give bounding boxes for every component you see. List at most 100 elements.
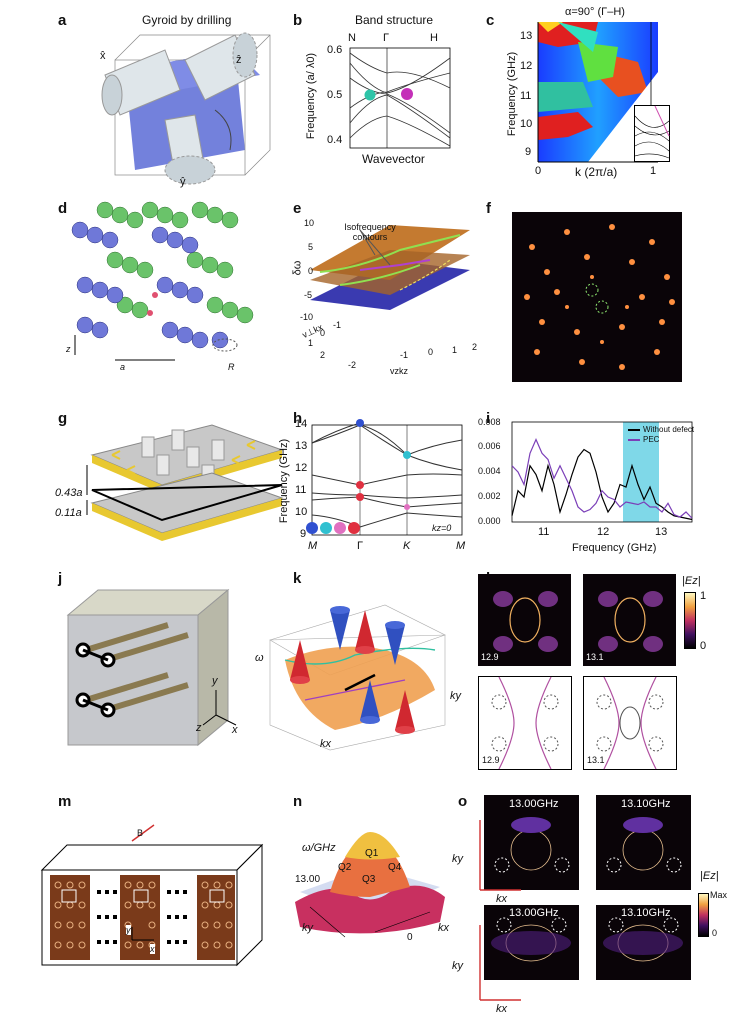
panel-b-ytick-0: 0.6 <box>327 44 343 56</box>
shaded-band <box>623 422 659 522</box>
panel-k-x2label: ky <box>450 690 461 702</box>
panel-label-h: h <box>293 410 303 427</box>
panel-l-frame-label-4: 13.1 <box>587 755 605 765</box>
panel-d-axis-a: a <box>120 362 126 372</box>
panel-e-x1tick-0: 2 <box>320 350 326 360</box>
panel-c-xtick-1: 1 <box>650 165 657 177</box>
panel-n-level: 13.00 <box>295 874 321 885</box>
panel-b-ylabel: Frequency (a/ λ0) <box>305 52 318 140</box>
panel-b-xlabel: Wavevector <box>362 152 425 166</box>
panel-e-ytick-1: 5 <box>308 242 314 252</box>
panel-e-x2tick-0: -1 <box>400 350 409 360</box>
panel-l-cb-max: 1 <box>700 590 707 602</box>
panel-h-ylabel: Frequency (GHz) <box>278 438 291 524</box>
panel-e-x2label: vzkz <box>390 366 408 376</box>
panel-e-ylabel: δω <box>291 260 304 276</box>
panel-e-x2tick-1: 0 <box>428 347 434 357</box>
panel-l-colorbar <box>684 592 696 649</box>
panel-d-helices <box>71 201 254 361</box>
panel-label-n: n <box>293 793 303 810</box>
panel-label-k: k <box>293 570 302 587</box>
panel-o-colorbar-title: |Ez| <box>700 870 719 882</box>
panel-m-vec-x: x <box>150 944 155 954</box>
panel-j-axis-y: y <box>212 675 218 687</box>
panel-c-ytick-1: 12 <box>520 60 533 72</box>
panel-o-kx-2: kx <box>496 1003 507 1015</box>
panel-m-box <box>40 824 264 967</box>
panel-h-ytick-3: 11 <box>295 484 307 496</box>
panel-o-ky-1: ky <box>452 853 463 865</box>
panel-e-x1tick-4: -2 <box>348 360 357 370</box>
panel-n-zero: 0 <box>407 932 413 943</box>
panel-o-field-2: 13.10GHz <box>596 795 691 890</box>
panel-i-ytick-3: 0.002 <box>478 491 501 501</box>
panel-e-x1tick-2: 0 <box>320 328 326 338</box>
legend-swatch-without-defect <box>628 429 640 431</box>
panel-label-j: j <box>58 570 63 587</box>
panel-o-field-4: 13.10GHz <box>596 905 691 980</box>
panel-h-xtick-M1: M <box>308 540 318 552</box>
panel-label-f: f <box>486 200 491 217</box>
panel-n-surface <box>295 832 445 938</box>
panel-h-ytick-0: 14 <box>295 418 308 430</box>
panel-o-cb-min: 0 <box>712 928 718 938</box>
panel-n-q3: Q3 <box>362 874 376 885</box>
panel-e-ytick-0: 10 <box>304 218 315 228</box>
panel-i-chart <box>511 421 693 523</box>
legend-label-pec: PEC <box>643 435 660 444</box>
panel-l-field-1: 12.9 <box>478 574 571 666</box>
panel-n-kx: kx <box>438 922 449 934</box>
panel-i-xtick-0: 11 <box>538 526 550 538</box>
series-line-without-defect <box>511 448 693 521</box>
panel-g-dim2: 0.11a <box>55 507 82 519</box>
panel-n-ky: ky <box>302 922 313 934</box>
panel-label-a: a <box>58 12 67 29</box>
panel-o-kx-1: kx <box>496 893 507 905</box>
panel-a-gyroid <box>101 32 271 185</box>
panel-e-surface <box>310 225 470 310</box>
panel-c-inset <box>634 105 670 162</box>
panel-e-ytick-4: -10 <box>300 312 314 322</box>
panel-e-ytick-3: -5 <box>304 290 313 300</box>
panel-l-contour-2: 13.1 <box>583 676 677 770</box>
panel-b-title: Band structure <box>355 13 434 27</box>
panel-j-axis-z: z <box>196 722 202 734</box>
panel-label-m: m <box>58 793 72 810</box>
panel-b-xtick-N: N <box>348 32 356 44</box>
panel-d-axis-z: z <box>66 344 71 354</box>
panel-g-structure <box>86 424 284 541</box>
panel-b-ytick-2: 0.4 <box>327 134 343 146</box>
panel-b-xtick-Gamma: Γ <box>383 32 390 44</box>
panel-c-xtick-0: 0 <box>535 165 542 177</box>
legend-swatch-pec <box>628 439 640 441</box>
panel-e-ytick-2: 0 <box>308 266 314 276</box>
panel-i-xtick-1: 12 <box>597 526 610 538</box>
panel-h-ytick-4: 10 <box>295 506 308 518</box>
panel-o-cb-max: Max <box>710 890 728 900</box>
panel-i-ytick-2: 0.004 <box>478 466 501 476</box>
panel-e-x2tick-3: 2 <box>472 342 478 352</box>
panel-i-ytick-0: 0.008 <box>478 417 501 427</box>
panel-o-ky-2: ky <box>452 960 463 972</box>
panel-f-diffraction <box>512 212 682 382</box>
panel-m-vec-y: y <box>126 925 131 935</box>
panel-n-ylabel: ω/GHz <box>302 842 336 854</box>
panel-e-x1tick-3: -1 <box>333 320 342 330</box>
panel-i-ytick-4: 0.000 <box>478 516 501 526</box>
panel-h-xtick-Gamma: Γ <box>357 540 364 552</box>
panel-e-x2tick-2: 1 <box>452 345 458 355</box>
panel-o-freq-4: 13.10GHz <box>621 907 671 919</box>
panel-e-annotation: Isofrequency contours <box>344 222 396 242</box>
panel-j-cube <box>66 588 237 747</box>
panel-l-frame-label-2: 13.1 <box>586 652 604 662</box>
panel-l-cb-min: 0 <box>700 640 707 652</box>
panel-n-q4: Q4 <box>388 862 402 873</box>
panel-o-axes <box>479 820 521 1001</box>
panel-label-d: d <box>58 200 68 217</box>
panel-h-bands <box>306 419 463 536</box>
panel-b-xtick-H: H <box>430 32 438 44</box>
panel-h-ytick-5: 9 <box>300 528 307 540</box>
panel-c-ytick-3: 10 <box>520 118 533 130</box>
panel-b-plot <box>349 47 451 149</box>
panel-i-xtick-2: 13 <box>655 526 668 538</box>
